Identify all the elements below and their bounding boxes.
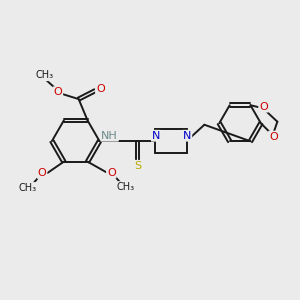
Text: CH₃: CH₃	[35, 70, 53, 80]
Text: O: O	[38, 168, 46, 178]
Text: N: N	[152, 131, 160, 141]
Text: O: O	[53, 87, 62, 97]
Text: NH: NH	[101, 131, 118, 141]
Text: O: O	[269, 132, 278, 142]
Text: O: O	[107, 168, 116, 178]
Text: N: N	[183, 131, 191, 141]
Text: CH₃: CH₃	[18, 183, 36, 193]
Text: O: O	[259, 102, 268, 112]
Text: O: O	[96, 84, 105, 94]
Text: CH₃: CH₃	[116, 182, 134, 192]
Text: S: S	[134, 161, 141, 171]
